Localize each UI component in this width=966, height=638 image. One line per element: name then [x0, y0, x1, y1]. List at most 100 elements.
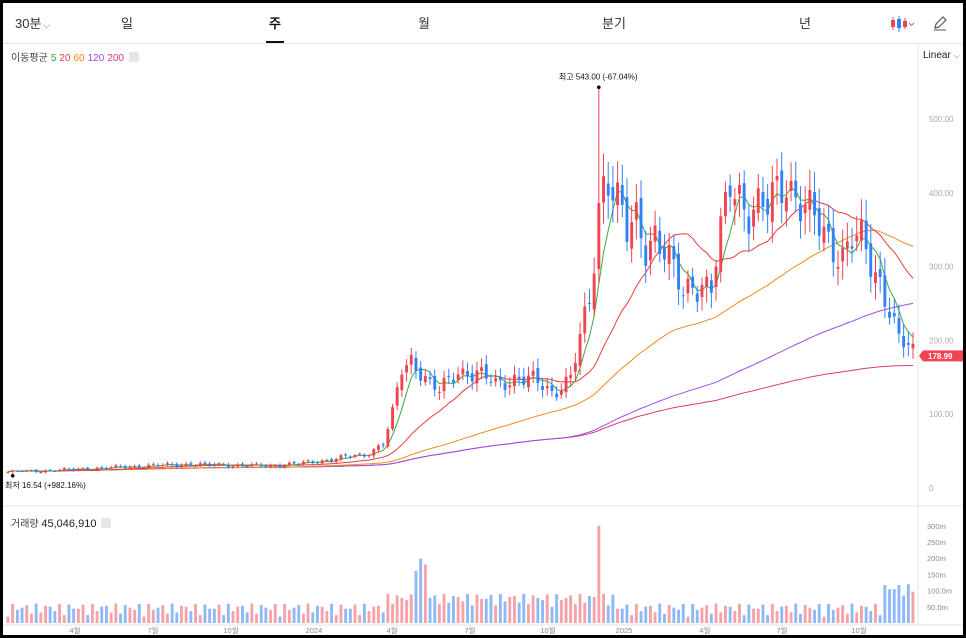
- candle: [841, 229, 845, 280]
- volume-bar: [480, 599, 483, 623]
- volume-value: 45,046,910: [41, 518, 97, 530]
- tab-day[interactable]: 일: [107, 3, 147, 43]
- candle: [738, 172, 741, 217]
- price-chart[interactable]: 500.00 400.00 300.00 200.00 100.00 0 4월 7월 10월 20…: [3, 3, 963, 635]
- candle-body: [6, 471, 10, 473]
- volume-bar: [72, 608, 76, 623]
- candle: [241, 462, 244, 468]
- candle: [522, 367, 526, 389]
- volume-bar: [264, 607, 268, 623]
- candle: [583, 292, 587, 343]
- candle: [639, 180, 643, 259]
- candle: [358, 452, 362, 456]
- candle: [362, 453, 366, 459]
- drawing-tool-button[interactable]: [931, 14, 949, 32]
- tab-year[interactable]: 년: [785, 3, 825, 43]
- price-tick-label: 500.00: [929, 115, 954, 124]
- candle-body: [752, 209, 755, 227]
- candle: [475, 361, 479, 392]
- candle-body: [151, 464, 155, 466]
- candle-body: [58, 469, 61, 472]
- current-price-label: 178.99: [928, 352, 953, 361]
- candle-body: [522, 376, 526, 385]
- candle: [742, 170, 746, 232]
- volume-bar: [634, 603, 638, 623]
- candle: [184, 461, 188, 467]
- volume-bar: [855, 612, 859, 623]
- candle-body: [644, 245, 648, 266]
- volume-bar: [714, 603, 718, 623]
- candle-body: [569, 375, 573, 379]
- candle-body: [302, 461, 305, 464]
- volume-bar: [241, 605, 244, 623]
- candle: [34, 468, 38, 474]
- volume-bar: [827, 604, 830, 623]
- candle: [667, 232, 671, 281]
- tab-quarter[interactable]: 분기: [594, 3, 634, 43]
- volume-settings-icon[interactable]: [101, 518, 112, 528]
- interval-dropdown[interactable]: 30분 ⌵: [15, 3, 55, 43]
- candle-body: [105, 468, 108, 469]
- volume-bar: [592, 597, 596, 623]
- price-tick-label: 100.00: [929, 410, 954, 419]
- volume-bar: [897, 585, 901, 623]
- scale-dropdown[interactable]: Linear ⌵: [923, 50, 960, 61]
- candle: [878, 251, 882, 293]
- volume-bar: [447, 602, 451, 623]
- candle-body: [330, 459, 333, 462]
- time-axis-label: 10월: [851, 625, 866, 635]
- candle-body: [770, 182, 774, 222]
- candle: [625, 178, 629, 252]
- candle: [423, 369, 427, 386]
- volume-bar: [381, 612, 385, 623]
- price-tick-label: 200.00: [929, 336, 954, 345]
- time-axis-label: 7월: [464, 625, 475, 635]
- volume-bar: [864, 606, 868, 623]
- low-marker: [10, 473, 15, 478]
- volume-bar: [358, 615, 362, 623]
- candle-body: [827, 223, 830, 232]
- volume-bar: [114, 603, 118, 623]
- candle-body: [498, 376, 502, 381]
- volume-bar: [738, 603, 741, 623]
- candle-body: [278, 464, 282, 468]
- volume-bar: [808, 607, 812, 623]
- ma60-line: [7, 229, 914, 473]
- legend-settings-icon[interactable]: [129, 52, 139, 62]
- candle-body: [503, 383, 507, 390]
- volume-bar: [911, 591, 915, 623]
- volume-bar: [803, 605, 807, 623]
- volume-bar: [212, 608, 216, 623]
- volume-bar: [695, 609, 699, 623]
- candle-body: [775, 176, 779, 181]
- candle: [259, 462, 263, 468]
- volume-bar: [100, 606, 104, 623]
- volume-bar: [306, 603, 310, 623]
- candle-body: [799, 204, 802, 222]
- volume-bar: [53, 611, 57, 623]
- candle-body: [573, 362, 577, 372]
- volume-bar: [400, 597, 404, 623]
- volume-bar: [672, 607, 676, 623]
- candle: [166, 461, 169, 467]
- candle-body: [259, 464, 263, 467]
- volume-tick-label: 150m: [927, 570, 946, 579]
- candle: [883, 258, 887, 318]
- candle-body: [677, 253, 680, 290]
- candle-body: [738, 184, 741, 194]
- candle-body: [531, 370, 535, 376]
- tab-month[interactable]: 월: [404, 3, 444, 43]
- candle-body: [583, 306, 587, 334]
- candle-body: [649, 240, 652, 261]
- candle: [672, 234, 676, 278]
- candle-body: [325, 460, 329, 461]
- tab-week[interactable]: 주: [255, 3, 295, 43]
- candle: [353, 453, 357, 459]
- tab-day-label: 일: [121, 16, 133, 31]
- volume-bar: [372, 606, 376, 623]
- candle: [419, 361, 423, 387]
- candle-body: [564, 376, 568, 393]
- candle: [517, 367, 521, 386]
- chart-type-button[interactable]: [889, 15, 915, 33]
- candle: [100, 465, 104, 469]
